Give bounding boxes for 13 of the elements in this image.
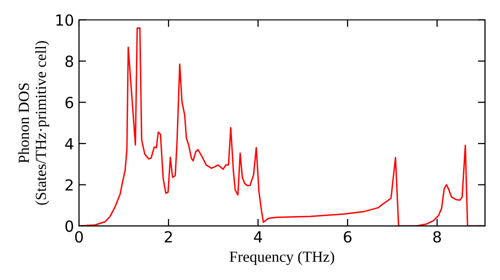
x-axis-title: Frequency (THz) — [230, 251, 334, 266]
x-tick-label: 8 — [433, 231, 441, 243]
y-tick-label: 8 — [65, 56, 74, 68]
x-tick-label: 2 — [164, 231, 172, 242]
y-tick-label: 4 — [65, 138, 74, 150]
y-tick-label: 10 — [56, 14, 74, 26]
x-tick-label: 0 — [75, 231, 83, 243]
x-tick-label: 6 — [344, 231, 352, 243]
y-axis-title: Phonon DOS (States/THz·primitive cell) — [18, 41, 50, 205]
y-tick-label: 6 — [65, 96, 74, 108]
x-tick-label: 4 — [254, 231, 262, 242]
y-tick-label: 2 — [66, 179, 73, 191]
y-tick-label: 0 — [65, 220, 74, 232]
